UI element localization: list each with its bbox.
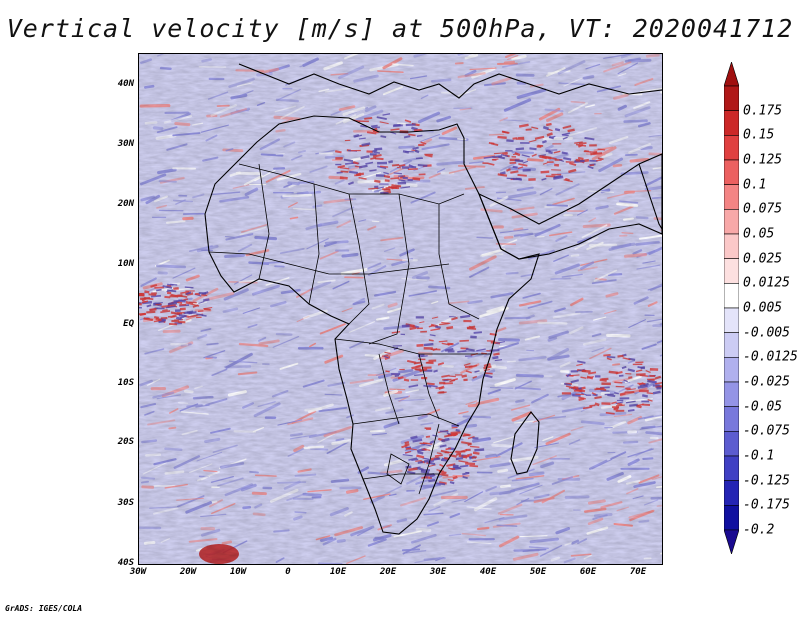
lat-label-10s: 10S — [117, 378, 134, 388]
lat-label-30s: 30S — [117, 498, 134, 508]
lon-label-20e: 20E — [379, 567, 397, 577]
country-borders — [208, 163, 491, 495]
colorbar-tick-label: 0.175 — [743, 103, 783, 119]
lon-label-60e: 60E — [579, 567, 597, 577]
colorbar-tick-label: -0.075 — [743, 423, 790, 439]
lat-label-eq: EQ — [123, 319, 134, 329]
lon-label-0: 0 — [285, 567, 291, 577]
colorbar-tick-label: -0.2 — [743, 522, 775, 538]
colorbar-tick-label: -0.1 — [743, 448, 775, 464]
colorbar-swatch — [724, 505, 739, 531]
colorbar-tick-label: -0.175 — [743, 497, 790, 513]
lon-label-10e: 10E — [329, 567, 347, 577]
map-area — [138, 53, 663, 565]
border-line — [368, 193, 410, 345]
colorbar-tick-label: -0.025 — [743, 374, 790, 390]
lat-label-30n: 30N — [117, 139, 134, 149]
europe-coastline — [238, 63, 662, 99]
border-line — [438, 204, 480, 320]
colorbar-swatch — [724, 85, 739, 111]
colorbar-swatch — [724, 110, 739, 136]
colorbar — [724, 62, 739, 554]
colorbar-tick-label: -0.0125 — [743, 349, 798, 365]
border-line — [352, 413, 460, 427]
colorbar-tick-label: 0.15 — [743, 127, 775, 143]
lat-label-10n: 10N — [117, 259, 134, 269]
colorbar-tick-label: 0.025 — [743, 251, 783, 267]
arabia-coastline — [477, 153, 662, 260]
colorbar-swatch — [724, 332, 739, 358]
colorbar-swatch — [724, 431, 739, 457]
colorbar-swatch — [724, 233, 739, 259]
colorbar-swatch — [724, 258, 739, 284]
colorbar-tick-label: -0.005 — [743, 325, 790, 341]
lat-label-40s: 40S — [117, 558, 134, 568]
colorbar-swatch — [724, 480, 739, 506]
colorbar-swatch — [724, 307, 739, 333]
colorbar-swatch — [724, 135, 739, 161]
grads-credit: GrADS: IGES/COLA — [5, 604, 83, 613]
india-coastline — [638, 163, 662, 230]
colorbar-tick-label: 0.005 — [743, 300, 783, 316]
border-line — [418, 353, 440, 420]
colorbar-tick-label: 0.1 — [743, 177, 767, 193]
lon-label-50e: 50E — [529, 567, 547, 577]
lon-label-10w: 10W — [229, 567, 247, 577]
field-texture — [139, 54, 662, 564]
lat-label-20s: 20S — [117, 437, 134, 447]
colorbar-swatch — [724, 209, 739, 235]
lat-label-40n: 40N — [117, 79, 134, 89]
colorbar-swatch — [724, 406, 739, 432]
lon-label-30e: 30E — [429, 567, 447, 577]
colorbar-tick-label: -0.05 — [743, 399, 783, 415]
colorbar-tick-label: 0.125 — [743, 152, 783, 168]
madagascar-coastline — [510, 411, 540, 475]
velocity-field — [139, 54, 662, 564]
border-line — [418, 423, 440, 495]
colorbar-tick-label: 0.0125 — [743, 275, 790, 291]
colorbar-bottom-arrow — [724, 529, 739, 554]
colorbar-top-arrow — [724, 62, 739, 87]
colorbar-swatch — [724, 357, 739, 383]
lon-label-30w: 30W — [129, 567, 147, 577]
map-title: Vertical velocity [m/s] at 500hPa, VT: 2… — [6, 14, 794, 43]
colorbar-swatch — [724, 159, 739, 185]
border-line — [386, 453, 410, 485]
colorbar-swatch — [724, 455, 739, 481]
colorbar-swatch — [724, 381, 739, 407]
border-line — [208, 251, 450, 275]
colorbar-tick-label: -0.125 — [743, 473, 790, 489]
colorbar-tick-label: 0.075 — [743, 201, 783, 217]
lon-label-20w: 20W — [179, 567, 197, 577]
colorbar-swatch — [724, 283, 739, 309]
lat-label-20n: 20N — [117, 199, 134, 209]
border-line — [258, 163, 270, 280]
lon-label-40e: 40E — [479, 567, 497, 577]
border-line — [308, 183, 320, 305]
colorbar-tick-label: 0.05 — [743, 226, 775, 242]
border-line — [378, 353, 400, 425]
lon-label-70e: 70E — [629, 567, 647, 577]
colorbar-swatch — [724, 184, 739, 210]
